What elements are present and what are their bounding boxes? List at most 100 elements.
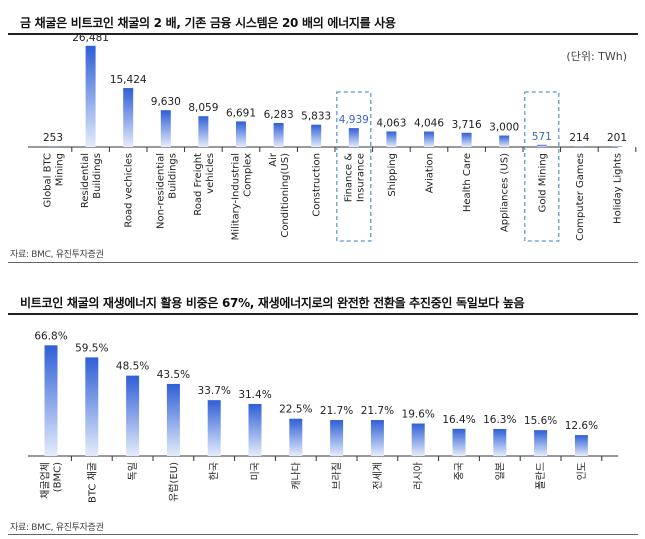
data-label: 4,046 <box>414 118 444 130</box>
bar <box>424 131 434 147</box>
data-label: 253 <box>43 132 63 144</box>
bar <box>166 383 180 456</box>
data-label: 6,691 <box>226 107 256 119</box>
data-label: 19.6% <box>402 409 435 421</box>
tick-label: BTC 채굴 <box>86 462 98 503</box>
data-label: 6,283 <box>264 109 294 121</box>
bar <box>160 110 171 147</box>
highlight-box <box>336 91 372 242</box>
data-label: 12.6% <box>565 420 598 432</box>
renewable-share-chart: 비트코인 채굴의 재생에너지 활용 비중은 67%, 재생에너지로의 완전한 전… <box>0 286 645 539</box>
data-label: 48.5% <box>116 361 149 373</box>
bar <box>311 124 322 147</box>
energy-consumption-chart: 금 채굴은 비트코인 채굴의 2 배, 기존 금융 시스템은 20 배의 에너지… <box>0 0 645 268</box>
bar <box>44 345 58 456</box>
tick-label: Buildings <box>167 153 178 199</box>
chart-title: 비트코인 채굴의 재생에너지 활용 비중은 67%, 재생에너지로의 완전한 전… <box>20 296 525 310</box>
data-label: 16.4% <box>442 414 475 426</box>
tick-label: Aviation <box>425 153 436 193</box>
tick-label: Appliances (US) <box>500 153 511 232</box>
data-label: 21.7% <box>361 405 394 417</box>
data-label: 9,630 <box>151 96 181 108</box>
tick-label: Finance & <box>343 153 354 202</box>
tick-label: Gold Mining <box>537 153 548 212</box>
data-label: 15,424 <box>110 74 147 86</box>
bar <box>207 400 221 456</box>
tick-label: Road vechicles <box>124 153 135 228</box>
tick-label: Insurance <box>355 153 366 202</box>
bar <box>85 357 99 456</box>
data-label: 33.7% <box>198 385 231 397</box>
data-label: 4,063 <box>376 117 406 129</box>
tick-label: 채굴업체 <box>39 462 52 499</box>
data-label: 66.8% <box>34 330 67 342</box>
tick-label: Holiday Lights <box>613 153 624 224</box>
data-label: 201 <box>607 132 627 144</box>
tick-label: 캐나다 <box>290 462 302 490</box>
data-label: 5,833 <box>301 111 331 123</box>
data-label: 3,716 <box>452 119 482 131</box>
tick-label: vehicles <box>205 153 216 194</box>
tick-label: 중국 <box>454 462 466 480</box>
bar <box>461 132 472 147</box>
tick-label: 유럽(EU) <box>168 462 180 502</box>
data-label: 8,059 <box>188 102 218 114</box>
tick-label: 폴란드 <box>535 462 547 490</box>
tick-label: Shipping <box>387 153 398 197</box>
source-note: 자료: BMC, 유진투자증권 <box>10 250 104 260</box>
data-label: 15.6% <box>524 415 557 427</box>
data-label: 3,000 <box>489 122 519 134</box>
bar <box>386 131 397 147</box>
bar <box>126 375 140 456</box>
data-label: 59.5% <box>75 342 108 354</box>
bar <box>48 146 58 147</box>
bar <box>236 121 246 147</box>
tick-label: Complex <box>243 153 254 197</box>
tick-label: Buildings <box>92 153 103 199</box>
bar <box>85 45 96 147</box>
tick-label: Air <box>268 152 279 167</box>
title-rule <box>8 313 638 315</box>
panel-divider <box>8 262 638 263</box>
data-label: 214 <box>569 132 589 144</box>
tick-label: 러시아 <box>413 462 425 490</box>
source-note: 자료: BMC, 유진투자증권 <box>10 523 104 533</box>
bar <box>574 146 585 147</box>
data-label: 571 <box>532 131 552 143</box>
bar <box>493 428 507 456</box>
bar <box>411 423 425 456</box>
data-label: 4,939 <box>339 114 369 126</box>
data-label: 22.5% <box>279 404 312 416</box>
data-label: 26,481 <box>72 32 109 44</box>
tick-label: Military-Industrial <box>231 153 242 240</box>
tick-label: Road Freight <box>193 153 204 216</box>
bar <box>289 418 303 456</box>
tick-label: 일본 <box>494 462 506 480</box>
data-label: 43.5% <box>157 369 190 381</box>
unit-label: (단위: TWh) <box>566 50 627 63</box>
tick-label: Computer Games <box>575 153 586 241</box>
bar <box>452 428 466 456</box>
bar <box>499 135 510 147</box>
tick-label: Health Care <box>462 153 473 212</box>
tick-label: 한국 <box>209 462 221 480</box>
bar <box>612 146 622 147</box>
bottom-rule <box>8 534 638 535</box>
tick-label: 전세계 <box>372 462 384 490</box>
bar <box>536 144 547 147</box>
bar <box>330 420 344 456</box>
tick-label: Conditioning(US) <box>280 153 291 238</box>
highlight-box <box>524 91 560 242</box>
tick-label: Non-residential <box>155 153 166 229</box>
data-label: 16.3% <box>483 414 516 426</box>
title-rule <box>8 33 638 35</box>
renewable-bar-chart: 66.8% 채굴업체 (BMC) 59.5% BTC 채굴 48.5% 독일 43.5% 유럽(… <box>28 330 618 503</box>
bar <box>198 116 209 147</box>
tick-label: 인도 <box>576 462 588 480</box>
bar <box>534 430 548 456</box>
tick-label: 브라질 <box>331 462 343 490</box>
data-label: 31.4% <box>238 389 271 401</box>
bar <box>248 403 262 456</box>
tick-label: Mining <box>55 153 66 186</box>
